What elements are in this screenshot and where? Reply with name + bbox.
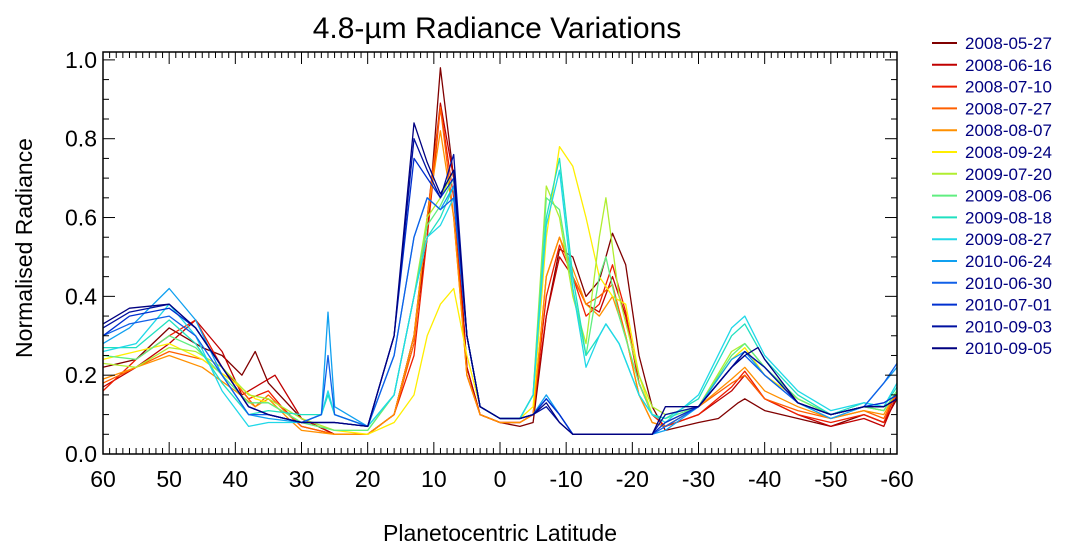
legend-label: 2008-09-24	[965, 143, 1052, 162]
x-tick-label: 50	[156, 466, 182, 492]
x-tick-label: -50	[814, 466, 847, 492]
legend-label: 2009-07-20	[965, 165, 1052, 184]
legend-label: 2010-07-01	[965, 296, 1052, 315]
y-tick-label: 0.6	[65, 205, 97, 231]
chart-title: 4.8-µm Radiance Variations	[313, 12, 682, 45]
x-tick-label: 10	[421, 466, 447, 492]
axis-ticks	[102, 52, 898, 455]
x-tick-label: -30	[682, 466, 715, 492]
legend-label: 2010-06-30	[965, 274, 1052, 293]
legend-label: 2010-09-03	[965, 317, 1052, 336]
legend-label: 2008-07-27	[965, 99, 1052, 118]
series-line-7	[102, 177, 898, 432]
x-tick-label: 40	[223, 466, 249, 492]
series-line-0	[102, 67, 898, 435]
legend-label: 2008-08-07	[965, 121, 1052, 140]
legend-label: 2008-05-27	[965, 34, 1052, 53]
series-line-11	[102, 197, 898, 435]
tick-labels: 60 50 40 30 20 10 0 -10 -20 -30 -40 -50 -60 0.0 0.2 0.4…	[65, 47, 914, 492]
series-line-12	[102, 157, 898, 435]
legend-label: 2010-09-05	[965, 339, 1052, 358]
x-tick-label: 20	[355, 466, 381, 492]
x-tick-label: -10	[550, 466, 583, 492]
y-tick-label: 0.2	[65, 362, 97, 388]
y-axis-title: Normalised Radiance	[11, 138, 37, 358]
legend-label: 2008-06-16	[965, 56, 1052, 75]
legend-label: 2010-06-24	[965, 252, 1052, 271]
y-tick-label: 0.4	[65, 283, 97, 309]
legend-label: 2009-08-27	[965, 230, 1052, 249]
x-tick-label: -60	[880, 466, 913, 492]
series-line-9	[102, 169, 898, 428]
legend-label: 2008-07-10	[965, 78, 1052, 97]
y-tick-label: 1.0	[65, 47, 97, 73]
plot-frame	[102, 51, 898, 455]
series-line-14	[102, 122, 898, 435]
x-tick-label: -20	[616, 466, 649, 492]
legend: 2008-05-27 2008-06-16 2008-07-10 2008-07-27…	[932, 34, 1052, 358]
x-axis-title: Planetocentric Latitude	[383, 520, 617, 546]
x-tick-label: 0	[494, 466, 507, 492]
series-line-4	[102, 130, 898, 435]
legend-label: 2009-08-06	[965, 187, 1052, 206]
plot-lines	[102, 67, 898, 435]
x-tick-label: 30	[289, 466, 315, 492]
x-tick-label: -40	[748, 466, 781, 492]
x-tick-label: 60	[90, 466, 116, 492]
legend-label: 2009-08-18	[965, 208, 1052, 227]
y-tick-label: 0.0	[65, 441, 97, 467]
y-tick-label: 0.8	[65, 126, 97, 152]
